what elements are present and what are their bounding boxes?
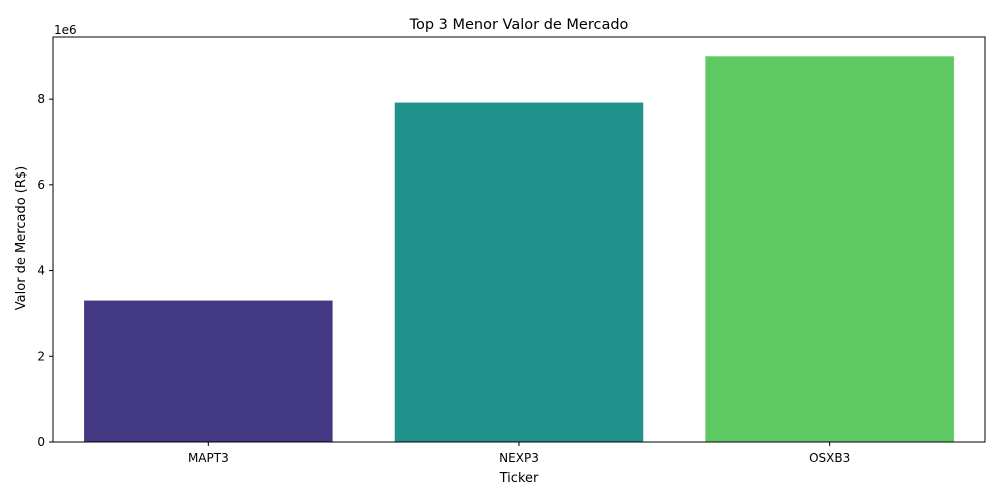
bar-mapt3 [84,300,333,442]
y-axis-label: Valor de Mercado (R$) [14,166,29,310]
x-tick-label: OSXB3 [809,451,850,465]
x-axis-label: Ticker [499,471,539,486]
y-tick-label: 6 [37,178,45,192]
chart-title: Top 3 Menor Valor de Mercado [409,17,629,33]
x-axis: MAPT3 NEXP3 OSXB3 [188,442,850,465]
y-tick-label: 4 [37,264,45,278]
y-tick-label: 8 [37,92,45,106]
bars-group [84,56,954,443]
y-axis-offset-label: 1e6 [54,23,77,37]
bar-osxb3 [705,56,954,443]
plot-frame [52,36,986,443]
bar-nexp3 [394,102,644,443]
y-tick-label: 0 [37,435,45,449]
x-tick-label: MAPT3 [188,451,229,465]
x-tick-label: NEXP3 [499,451,539,465]
y-tick-label: 2 [37,349,45,363]
y-axis: 0 2 4 6 8 [37,92,53,449]
